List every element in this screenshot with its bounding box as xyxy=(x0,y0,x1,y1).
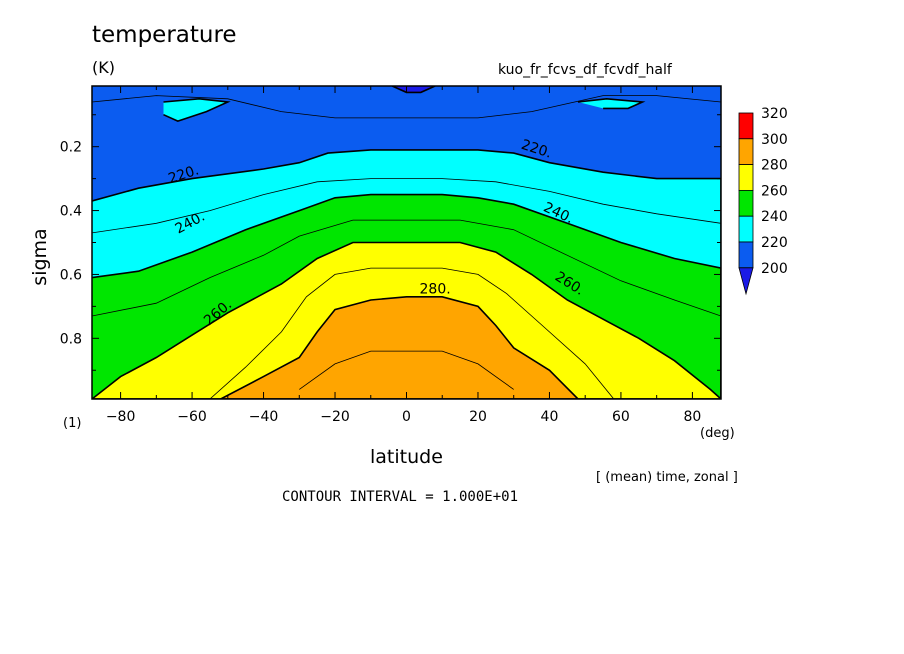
x-tick-label: 80 xyxy=(683,409,701,425)
contour-band-280 xyxy=(220,296,578,399)
contour-line-290 xyxy=(299,350,514,390)
chart-units: (K) xyxy=(92,58,115,77)
y-tick-label: 0.8 xyxy=(60,331,82,347)
y-tick-label: 0.2 xyxy=(60,140,82,156)
x-tick-label: −40 xyxy=(249,409,279,425)
contour-interval-note: CONTOUR INTERVAL = 1.000E+01 xyxy=(282,489,519,505)
x-tick-label: 60 xyxy=(612,409,630,425)
colorbar-label: 220 xyxy=(761,235,788,251)
contour-lines xyxy=(92,86,721,399)
colorbar-box xyxy=(738,138,754,166)
colorbar-label: 300 xyxy=(761,132,788,148)
contour-label: 280. xyxy=(420,282,451,298)
chart-title: temperature xyxy=(92,22,237,48)
x-axis-unit: (deg) xyxy=(700,426,735,441)
colorbar-label: 280 xyxy=(761,158,788,174)
colorbar-box xyxy=(738,241,754,269)
y-tick-label: 0.6 xyxy=(60,267,82,283)
colorbar-box xyxy=(738,164,754,191)
colorbar-box xyxy=(738,215,754,243)
x-tick-label: −20 xyxy=(320,409,350,425)
x-axis-ticks: −80 −60 −40 −20 0 20 40 60 80 xyxy=(106,86,701,425)
contour-band-220 xyxy=(163,98,228,122)
contour-line-240 xyxy=(92,193,721,399)
y-tick-label: 0.4 xyxy=(60,204,82,220)
x-tick-label: 20 xyxy=(469,409,487,425)
x-tick-label: −80 xyxy=(106,409,136,425)
run-name: kuo_fr_fcvs_df_fcvdf_half xyxy=(498,62,672,78)
x-axis-label: latitude xyxy=(370,446,443,468)
colorbar-box xyxy=(738,112,754,140)
x-tick-label: 40 xyxy=(541,409,559,425)
colorbar-under-arrow xyxy=(738,267,754,296)
contour-line-280 xyxy=(220,295,579,399)
colorbar-label: 200 xyxy=(761,261,788,277)
contour-line-220 xyxy=(577,97,646,110)
contour-line-260 xyxy=(92,241,721,399)
y-axis-unit: (1) xyxy=(63,416,82,431)
averaging-note: [ (mean) time, zonal ] xyxy=(596,470,738,485)
contour-line-270 xyxy=(209,267,615,399)
contour-line-220 xyxy=(163,97,231,122)
colorbar-label: 240 xyxy=(761,209,788,225)
colorbar: 320 300 280 260 240 220 200 xyxy=(738,106,788,296)
contour-line-200 xyxy=(391,86,436,94)
contour-line-230 xyxy=(92,178,721,234)
contour-line-210 xyxy=(92,95,721,119)
colorbar-label: 320 xyxy=(761,106,788,122)
colorbar-box xyxy=(738,189,754,217)
contour-line-250 xyxy=(92,219,721,317)
contour-line-220 xyxy=(92,149,721,399)
x-tick-label: −60 xyxy=(177,409,207,425)
y-axis-ticks: 0.2 0.4 0.6 0.8 xyxy=(60,114,721,371)
filled-contour-bands xyxy=(92,86,721,399)
x-tick-label: 0 xyxy=(402,409,411,425)
y-axis-label: sigma xyxy=(29,228,51,286)
colorbar-label: 260 xyxy=(761,183,788,199)
